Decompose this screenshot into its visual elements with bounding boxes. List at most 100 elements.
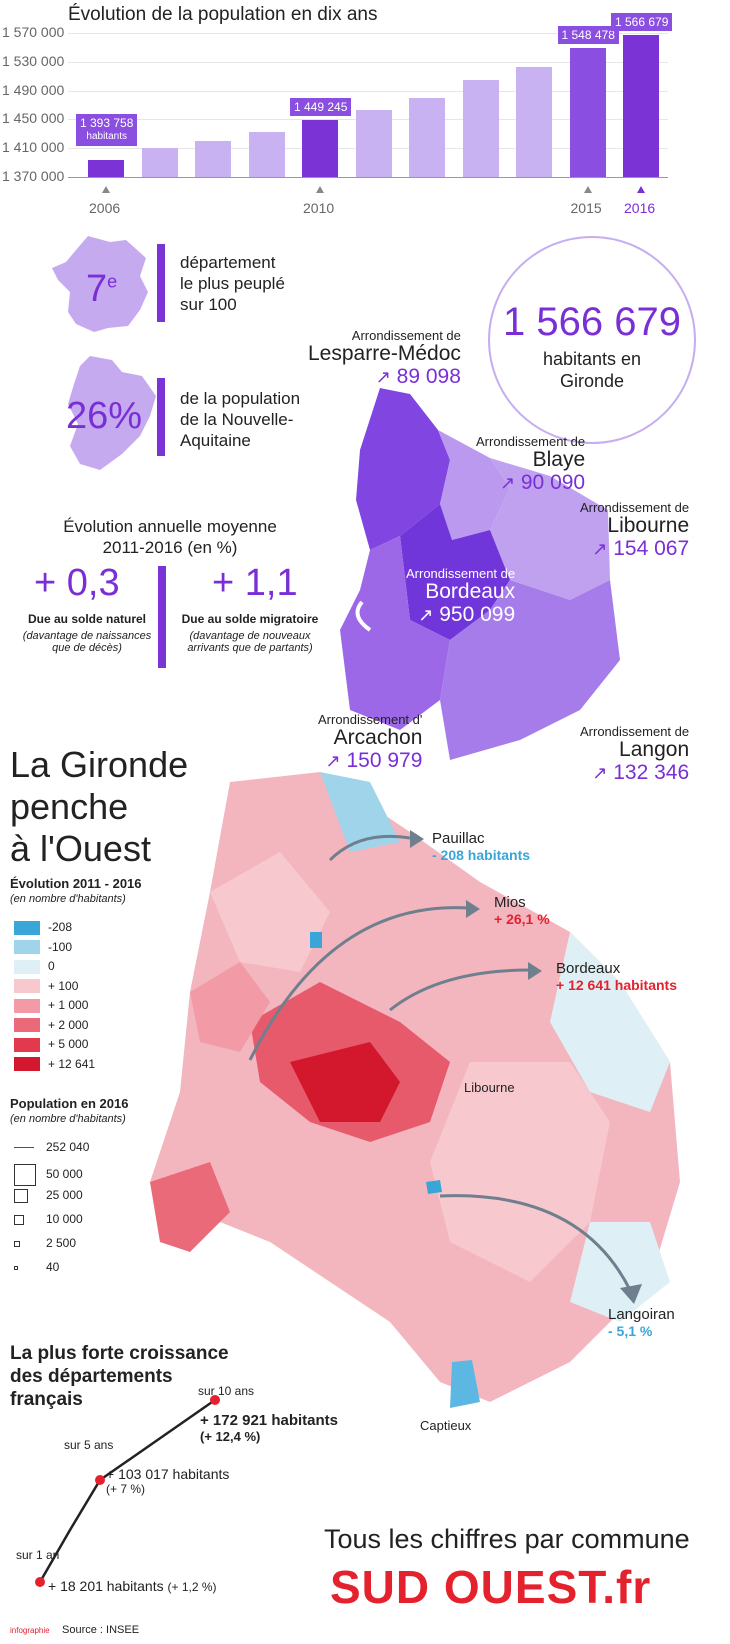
grid-line bbox=[68, 61, 668, 63]
share-text-1: de la population bbox=[180, 389, 301, 408]
pop-legend-item: 10 000 bbox=[14, 1212, 83, 1226]
growth-title-2: des départements bbox=[10, 1366, 173, 1387]
share-text-3: Aquitaine bbox=[180, 431, 251, 450]
place-name: Bordeaux bbox=[556, 960, 621, 977]
bar-2007 bbox=[141, 147, 178, 177]
y-tick-label: 1 370 000 bbox=[2, 168, 65, 184]
annual-title-1: Évolution annuelle moyenne bbox=[63, 517, 277, 536]
pop-legend-label: 25 000 bbox=[46, 1188, 83, 1202]
line-marker-icon bbox=[14, 1147, 34, 1149]
total-text: habitants en Gironde bbox=[488, 348, 696, 392]
legend-item: + 5 000 bbox=[14, 1037, 88, 1052]
pop-legend-item: 25 000 bbox=[14, 1188, 83, 1203]
arrondissement-name: Arcachon bbox=[333, 726, 423, 749]
growth-value-2-text: + 103 017 habitants bbox=[106, 1466, 230, 1482]
arrondissement-map bbox=[340, 388, 620, 760]
bar-2008 bbox=[195, 140, 231, 177]
rank-value: 7e bbox=[86, 268, 117, 311]
arrondissement-name: Lesparre-Médoc bbox=[308, 342, 461, 365]
section2-title-1: La Gironde bbox=[10, 744, 189, 785]
up-arrow-icon: ↗ bbox=[418, 605, 434, 625]
legend-item: -208 bbox=[14, 920, 72, 935]
legend-item: + 1 000 bbox=[14, 998, 88, 1013]
arrondissement-label: Arrondissement de Langon ↗ 132 346 bbox=[580, 724, 689, 785]
bar-2013 bbox=[462, 79, 499, 177]
place-name: Mios bbox=[494, 894, 526, 911]
source: Source : INSEE bbox=[62, 1624, 140, 1636]
tick-marker bbox=[102, 186, 110, 193]
tick-marker bbox=[637, 186, 645, 193]
share-text-2: de la Nouvelle- bbox=[180, 410, 294, 429]
nouvelle-aquitaine-map-icon bbox=[68, 356, 156, 470]
growth-label-1: sur 1 an bbox=[16, 1548, 60, 1562]
legend-item: -100 bbox=[14, 940, 72, 955]
legend-label: + 100 bbox=[48, 978, 79, 993]
legend-item: + 12 641 bbox=[14, 1057, 95, 1072]
section2-title-3: à l'Ouest bbox=[10, 828, 151, 869]
legend-label: + 2 000 bbox=[48, 1017, 89, 1032]
arrondissement-value: ↗ 950 099 bbox=[418, 603, 516, 626]
arrondissement-value: ↗ 132 346 bbox=[592, 761, 690, 784]
total-value: 1 566 679 bbox=[503, 300, 681, 344]
y-tick-label: 1 490 000 bbox=[2, 81, 65, 98]
pop-legend-label: 40 bbox=[46, 1260, 60, 1274]
legend-item: + 2 000 bbox=[14, 1018, 88, 1033]
region-lesparre bbox=[356, 388, 450, 550]
place-value: + 12 641 habitants bbox=[556, 977, 678, 993]
legend-title: Évolution 2011 - 2016 bbox=[10, 876, 142, 891]
migration-value: + 1,1 bbox=[212, 562, 298, 604]
total-text-2: Gironde bbox=[559, 371, 625, 391]
arrondissement-prefix: Arrondissement de bbox=[580, 724, 690, 739]
region-blaye bbox=[438, 430, 510, 540]
arrondissement-name: Langon bbox=[619, 738, 690, 761]
growth-value-3: + 172 921 habitants (+ 12,4 %) bbox=[200, 1412, 338, 1444]
bar-2012 bbox=[409, 97, 445, 177]
bar-2015 bbox=[569, 48, 606, 177]
grid-line bbox=[68, 33, 668, 34]
place-label: Langoiran - 5,1 % bbox=[608, 1306, 675, 1339]
bar-2009 bbox=[248, 131, 285, 177]
pop-legend-label: 10 000 bbox=[46, 1212, 83, 1226]
arrondissement-prefix: Arrondissement de bbox=[351, 328, 461, 343]
square-marker-icon bbox=[14, 1164, 36, 1186]
y-tick-label: 1 570 000 bbox=[2, 24, 65, 40]
bar-2010 bbox=[302, 119, 338, 177]
legend-swatch bbox=[14, 940, 40, 955]
callout-sub: habitants bbox=[86, 130, 127, 142]
migration-note: (davantage de nouveaux arrivants que de … bbox=[170, 630, 330, 654]
natural-value: + 0,3 bbox=[34, 562, 120, 604]
place-label: Mios + 26,1 % bbox=[494, 894, 550, 927]
infographie-credit: infographie bbox=[10, 1626, 50, 1635]
growth-pct-3: (+ 12,4 %) bbox=[200, 1429, 261, 1444]
arrondissement-prefix: Arrondissement d' bbox=[318, 712, 423, 727]
pop-legend-sub: (en nombre d'habitants) bbox=[10, 1113, 126, 1125]
natural-note-1: (davantage de naissances bbox=[22, 630, 152, 642]
brand-logo[interactable]: SUD OUEST.fr bbox=[330, 1560, 651, 1614]
divider-annual bbox=[158, 566, 166, 668]
arrondissement-name: Blaye bbox=[532, 448, 586, 471]
legend-swatch bbox=[14, 1057, 40, 1072]
grid-line bbox=[68, 90, 668, 92]
bar-2014 bbox=[516, 66, 552, 177]
region-arcachon bbox=[340, 536, 450, 730]
arrondissement-value: ↗ 90 090 bbox=[499, 471, 586, 494]
section2-title: La Gironde penche à l'Ouest bbox=[10, 744, 188, 870]
arrondissement-value: ↗ 150 979 bbox=[325, 749, 423, 772]
pop-legend-label: 2 500 bbox=[46, 1236, 77, 1250]
up-arrow-icon: ↗ bbox=[375, 367, 391, 387]
legend-swatch bbox=[14, 1018, 40, 1033]
x-axis-line bbox=[68, 177, 668, 178]
rank-text-1: département bbox=[180, 253, 276, 272]
region-langon bbox=[440, 580, 620, 760]
bar-2006 bbox=[88, 159, 124, 177]
bar-callout-2015: 1 548 478 bbox=[557, 26, 619, 45]
arrondissement-label: Arrondissement de Lesparre-Médoc ↗ 89 098 bbox=[308, 328, 461, 389]
total-circle bbox=[488, 236, 696, 444]
tagline[interactable]: Tous les chiffres par commune bbox=[324, 1524, 690, 1554]
bar-2011 bbox=[355, 109, 392, 177]
legend-label: + 1 000 bbox=[48, 998, 89, 1012]
up-arrow-icon: ↗ bbox=[592, 539, 608, 559]
square-marker-icon bbox=[14, 1240, 20, 1247]
growth-point-1 bbox=[35, 1577, 45, 1587]
divider-share bbox=[157, 378, 165, 456]
